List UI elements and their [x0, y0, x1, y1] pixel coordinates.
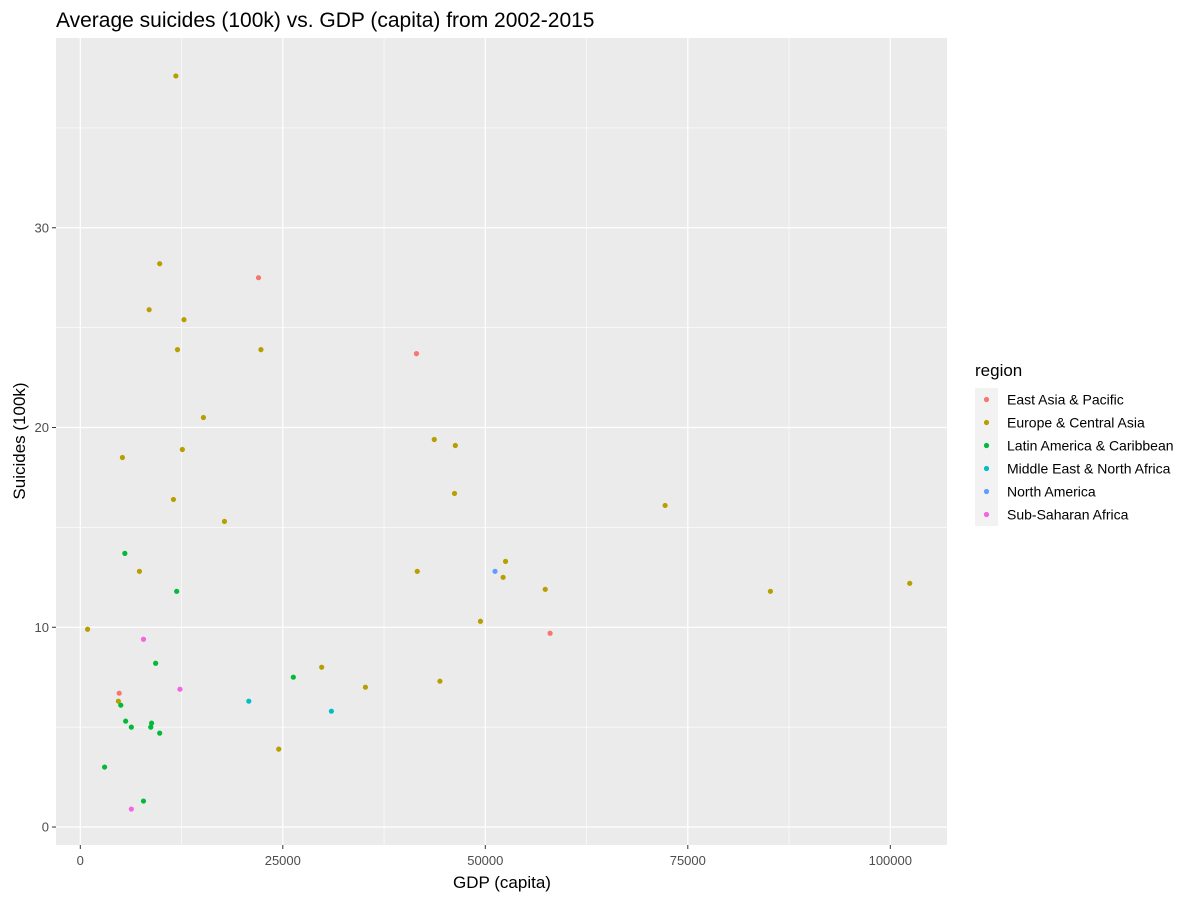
legend-swatch	[983, 442, 990, 449]
data-point	[907, 580, 913, 586]
x-tick-label: 100000	[869, 853, 912, 868]
data-point	[542, 586, 548, 592]
x-tick-label: 0	[77, 853, 84, 868]
legend-label: Middle East & North Africa	[1007, 461, 1171, 477]
data-point	[362, 684, 369, 690]
data-point	[128, 806, 134, 812]
data-point	[140, 636, 147, 642]
data-point	[102, 764, 108, 770]
data-point	[276, 746, 282, 752]
data-point	[221, 518, 228, 525]
data-point	[123, 718, 129, 724]
y-axis: 0 10 20 30	[35, 220, 56, 835]
data-point	[452, 442, 458, 449]
data-point	[179, 446, 185, 453]
data-point	[148, 720, 155, 726]
data-point	[115, 698, 121, 704]
data-point	[181, 317, 187, 323]
data-point	[148, 724, 154, 730]
data-points	[84, 73, 913, 812]
legend-item: Sub-Saharan Africa	[975, 503, 1129, 526]
data-point	[502, 558, 509, 564]
legend-swatch	[983, 488, 990, 495]
legend-label: Europe & Central Asia	[1007, 415, 1145, 431]
data-point	[290, 674, 296, 680]
data-point	[414, 568, 420, 574]
data-point	[128, 724, 134, 730]
data-point	[84, 626, 91, 632]
data-point	[246, 698, 252, 704]
y-tick-label: 10	[35, 620, 49, 635]
data-point	[119, 454, 126, 461]
data-point	[437, 678, 443, 684]
data-point	[431, 436, 437, 443]
data-point	[177, 686, 183, 692]
x-tick-label: 50000	[467, 853, 503, 868]
data-point	[140, 798, 147, 804]
data-point	[328, 708, 334, 714]
legend-title: region	[975, 361, 1022, 380]
data-point	[170, 496, 177, 503]
data-point	[492, 568, 498, 574]
legend-label: East Asia & Pacific	[1007, 392, 1124, 408]
legend-item: North America	[975, 480, 1096, 503]
data-point	[258, 347, 264, 353]
data-point	[547, 630, 553, 636]
data-point	[500, 574, 506, 580]
x-axis: 0 25000 50000 75000 100000	[77, 845, 912, 868]
legend-item: East Asia & Pacific	[975, 388, 1124, 411]
data-point	[157, 261, 163, 267]
data-point	[413, 351, 420, 357]
data-point	[174, 588, 180, 594]
legend-swatch	[983, 419, 990, 426]
legend: region East Asia & Pacific Europe & Centr…	[975, 361, 1174, 526]
data-point	[174, 347, 181, 353]
chart-title: Average suicides (100k) vs. GDP (capita)…	[56, 9, 594, 32]
legend-label: North America	[1007, 484, 1096, 500]
data-point	[451, 490, 458, 497]
x-tick-label: 25000	[265, 853, 301, 868]
data-point	[255, 275, 262, 281]
y-tick-label: 30	[35, 220, 49, 235]
x-axis-title: GDP (capita)	[453, 873, 551, 892]
data-point	[200, 414, 207, 421]
legend-swatch	[983, 465, 990, 472]
data-point	[136, 568, 143, 574]
legend-label: Sub-Saharan Africa	[1007, 507, 1129, 523]
legend-item: Europe & Central Asia	[975, 411, 1145, 434]
legend-swatch	[983, 396, 990, 403]
data-point	[153, 660, 159, 666]
data-point	[157, 730, 163, 736]
y-tick-label: 0	[42, 820, 49, 835]
legend-item: Latin America & Caribbean	[975, 434, 1174, 457]
data-point	[767, 588, 774, 594]
x-tick-label: 75000	[670, 853, 706, 868]
data-point	[146, 307, 152, 313]
legend-item: Middle East & North Africa	[975, 457, 1171, 480]
data-point	[116, 690, 122, 696]
legend-swatch	[983, 511, 990, 518]
y-axis-title: Suicides (100k)	[10, 382, 29, 499]
plot-panel	[56, 38, 947, 845]
data-point	[122, 550, 128, 556]
minor-gridlines	[56, 38, 947, 845]
data-point	[173, 73, 179, 79]
data-point	[662, 502, 668, 509]
data-point	[118, 702, 124, 708]
data-point	[319, 664, 325, 670]
y-tick-label: 20	[35, 420, 49, 435]
legend-label: Latin America & Caribbean	[1007, 438, 1174, 454]
major-gridlines	[56, 38, 947, 845]
data-point	[477, 618, 484, 624]
